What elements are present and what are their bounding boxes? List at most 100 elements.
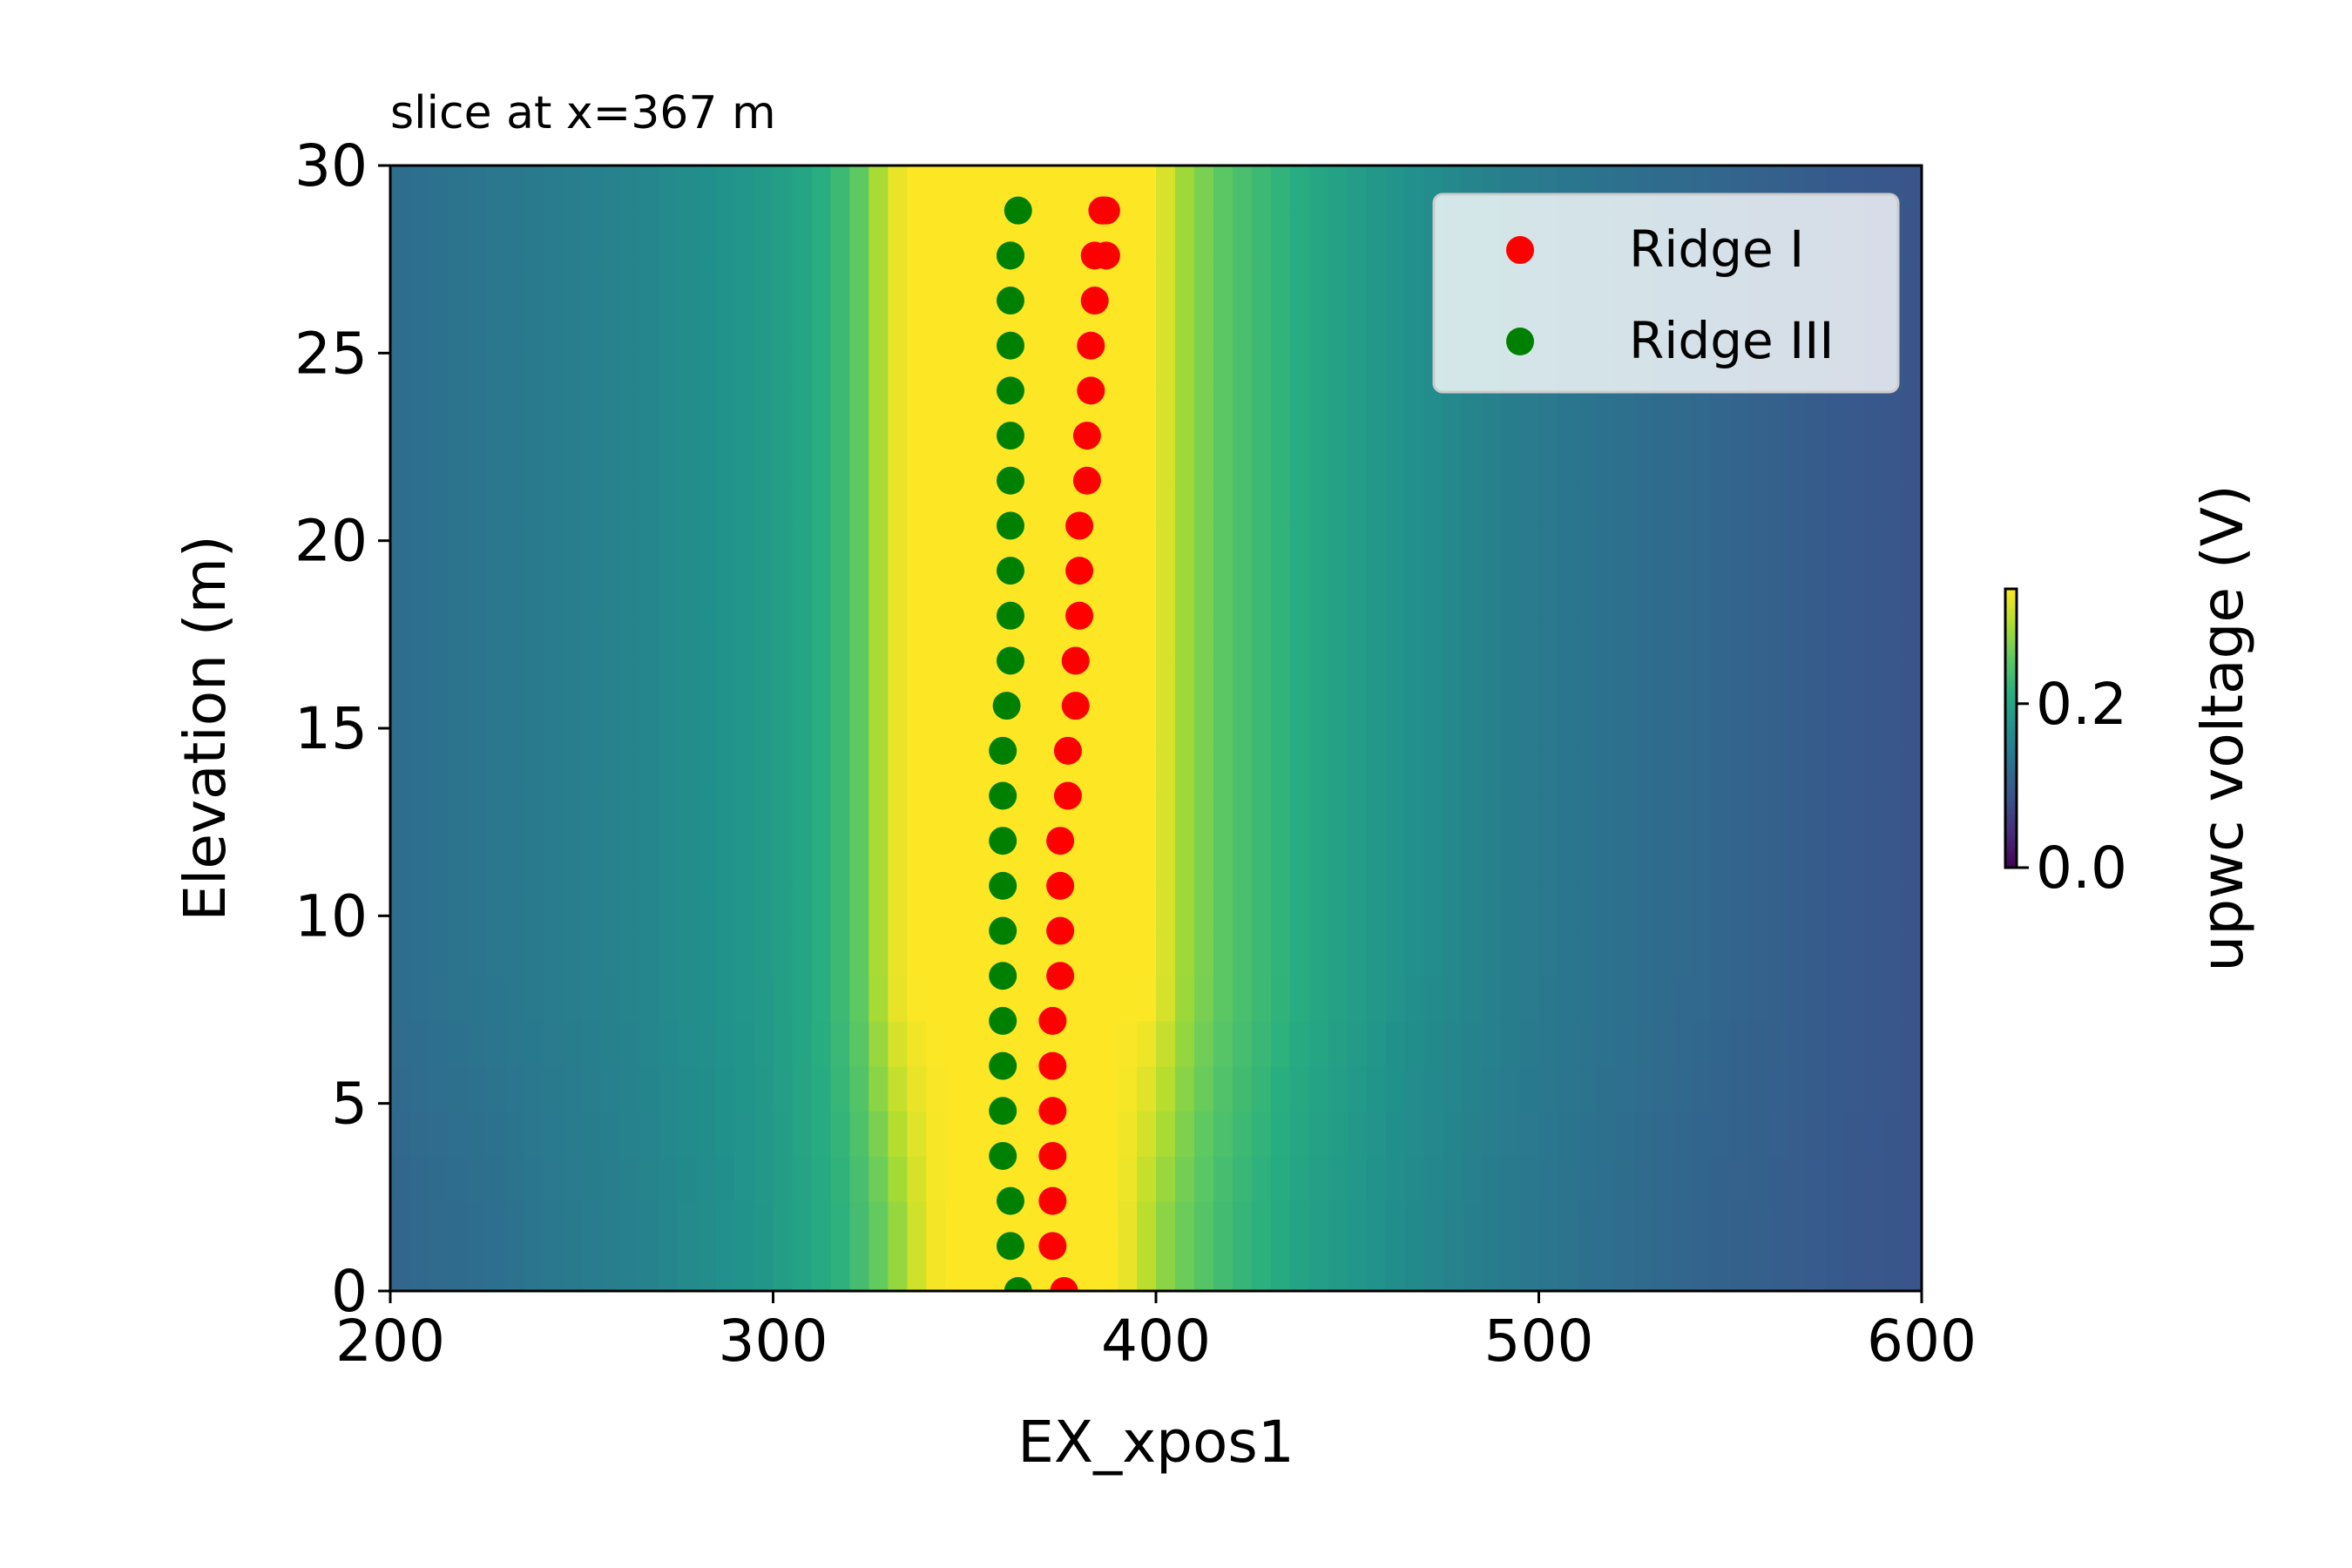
heatmap-cell xyxy=(1232,571,1253,617)
heatmap-cell xyxy=(1366,615,1387,662)
heatmap-cell xyxy=(466,210,487,257)
heatmap-cell xyxy=(1443,660,1463,706)
heatmap-cell xyxy=(868,571,889,617)
heatmap-cell xyxy=(1347,885,1368,932)
heatmap-cell xyxy=(1118,706,1138,752)
heatmap-cell xyxy=(926,436,947,482)
heatmap-cell xyxy=(1768,660,1788,706)
heatmap-cell xyxy=(1558,1065,1578,1112)
heatmap-cell xyxy=(1289,525,1310,571)
heatmap-cell xyxy=(1903,1065,1922,1112)
heatmap-cell xyxy=(1232,841,1253,887)
heatmap-cell xyxy=(1060,1020,1080,1067)
heatmap-cell xyxy=(1308,480,1329,527)
heatmap-cell xyxy=(754,301,774,347)
heatmap-cell xyxy=(1213,706,1233,752)
heatmap-cell xyxy=(1826,1246,1846,1291)
heatmap-cell xyxy=(1118,525,1138,571)
heatmap-cell xyxy=(619,1020,640,1067)
data-point-ridge-1 xyxy=(1053,781,1082,810)
heatmap-cell xyxy=(811,795,832,841)
heatmap-cell xyxy=(945,571,966,617)
heatmap-cell xyxy=(983,301,1004,347)
colorbar-scale xyxy=(2004,587,2018,869)
heatmap-cell xyxy=(658,210,679,257)
heatmap-cell xyxy=(811,390,832,436)
heatmap-cell xyxy=(1577,1246,1598,1291)
heatmap-cell xyxy=(1807,480,1827,527)
heatmap-cell xyxy=(1041,660,1061,706)
heatmap-cell xyxy=(428,795,449,841)
heatmap-cell xyxy=(1174,706,1195,752)
heatmap-cell xyxy=(1653,436,1674,482)
heatmap-cell xyxy=(1404,1065,1425,1112)
heatmap-cell xyxy=(1500,1246,1521,1291)
heatmap-cell xyxy=(1788,930,1808,977)
heatmap-cell xyxy=(1538,750,1559,797)
heatmap-cell xyxy=(504,210,525,257)
heatmap-cell xyxy=(715,390,736,436)
heatmap-cell xyxy=(677,1065,698,1112)
heatmap-cell xyxy=(888,525,909,571)
heatmap-cell xyxy=(466,301,487,347)
heatmap-cell xyxy=(390,571,410,617)
heatmap-cell xyxy=(1883,976,1903,1022)
heatmap-cell xyxy=(600,345,621,392)
heatmap-cell xyxy=(830,301,851,347)
heatmap-cell xyxy=(734,390,755,436)
heatmap-cell xyxy=(447,571,468,617)
heatmap-cell xyxy=(1385,390,1406,436)
heatmap-cell xyxy=(1137,166,1157,212)
heatmap-cell xyxy=(1519,1111,1540,1157)
heatmap-cell xyxy=(1807,976,1827,1022)
heatmap-cell xyxy=(1156,1200,1176,1247)
heatmap-cell xyxy=(485,210,506,257)
heatmap-cell xyxy=(1673,976,1693,1022)
heatmap-cell xyxy=(1308,436,1329,482)
heatmap-cell xyxy=(773,615,794,662)
heatmap-cell xyxy=(428,841,449,887)
heatmap-cell xyxy=(1213,390,1233,436)
heatmap-cell xyxy=(562,390,583,436)
heatmap-cell xyxy=(447,1111,468,1157)
heatmap-cell xyxy=(1577,750,1598,797)
heatmap-cell xyxy=(1711,615,1732,662)
heatmap-cell xyxy=(1156,1246,1176,1291)
heatmap-cell xyxy=(1443,571,1463,617)
heatmap-cell xyxy=(792,976,813,1022)
heatmap-cell xyxy=(1366,795,1387,841)
heatmap-cell xyxy=(1615,480,1636,527)
heatmap-cell xyxy=(390,525,410,571)
heatmap-cell xyxy=(1519,706,1540,752)
heatmap-cell xyxy=(907,166,928,212)
heatmap-cell xyxy=(1137,660,1157,706)
heatmap-cell xyxy=(1864,525,1884,571)
heatmap-cell xyxy=(1193,841,1214,887)
heatmap-cell xyxy=(1462,1020,1483,1067)
heatmap-cell xyxy=(1156,525,1176,571)
heatmap-cell xyxy=(1538,615,1559,662)
heatmap-cell xyxy=(1156,795,1176,841)
heatmap-cell xyxy=(1558,841,1578,887)
heatmap-cell xyxy=(1022,1065,1042,1112)
heatmap-cell xyxy=(447,706,468,752)
heatmap-cell xyxy=(1308,885,1329,932)
heatmap-cell xyxy=(734,301,755,347)
heatmap-cell xyxy=(926,1111,947,1157)
heatmap-cell xyxy=(543,1200,564,1247)
heatmap-cell xyxy=(1308,795,1329,841)
heatmap-cell xyxy=(1251,976,1272,1022)
heatmap-cell xyxy=(1462,390,1483,436)
heatmap-cell xyxy=(1519,525,1540,571)
heatmap-cell xyxy=(907,1200,928,1247)
heatmap-cell xyxy=(907,525,928,571)
heatmap-cell xyxy=(1347,345,1368,392)
heatmap-cell xyxy=(1596,571,1617,617)
heatmap-cell xyxy=(677,571,698,617)
heatmap-cell xyxy=(1022,571,1042,617)
heatmap-cell xyxy=(849,480,870,527)
heatmap-cell xyxy=(1903,436,1922,482)
heatmap-cell xyxy=(696,885,717,932)
heatmap-cell xyxy=(945,885,966,932)
heatmap-cell xyxy=(1462,976,1483,1022)
